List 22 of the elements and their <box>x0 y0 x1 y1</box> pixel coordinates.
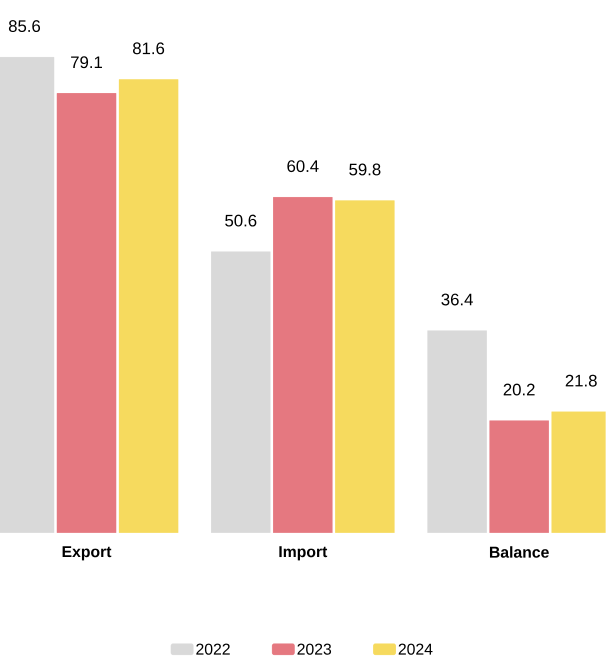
x-tick-label: Balance <box>490 546 549 558</box>
bar <box>428 330 488 533</box>
bar <box>56 93 116 533</box>
data-label: 21.8 <box>566 374 597 387</box>
legend-label: 2023 <box>298 644 332 655</box>
data-label: 59.8 <box>349 164 381 176</box>
bar <box>273 197 333 533</box>
legend-label: 2022 <box>196 644 230 655</box>
data-label: 20.2 <box>504 384 535 396</box>
bar <box>211 251 271 533</box>
data-label: 60.4 <box>288 160 319 172</box>
legend-label: 2024 <box>398 644 433 655</box>
x-tick-label: Export <box>62 546 112 560</box>
bar <box>490 420 550 533</box>
bar <box>118 79 178 533</box>
data-label: 85.6 <box>9 20 40 32</box>
data-label: 79.1 <box>71 56 102 68</box>
bar <box>335 200 395 533</box>
data-label: 81.6 <box>133 42 164 54</box>
data-label: 36.4 <box>442 294 474 306</box>
data-label: 50.6 <box>225 214 257 227</box>
x-tick-label: Import <box>280 546 328 560</box>
